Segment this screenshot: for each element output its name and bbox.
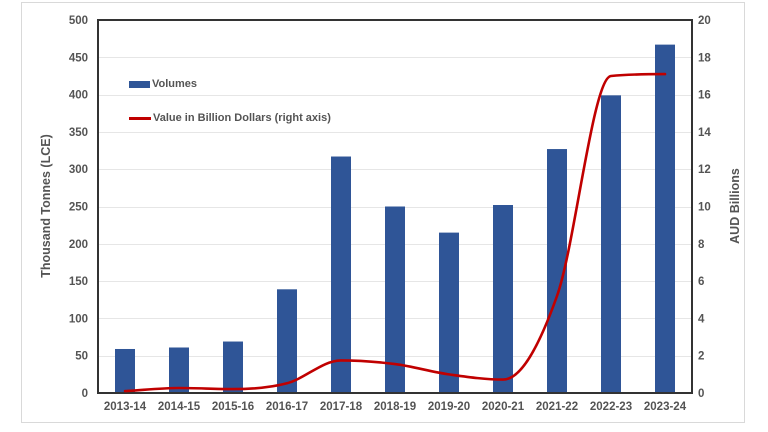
left-axis-tick-label: 400: [69, 90, 88, 102]
x-axis-category-label: 2023-24: [644, 401, 687, 413]
legend-label-value: Value in Billion Dollars (right axis): [153, 112, 331, 124]
plot-svg: 0 50 100 150 200 250 300 350 400 450 500 0 2 4 6 8 10 12 1…: [69, 15, 712, 413]
left-axis-tick-label: 0: [82, 388, 88, 400]
legend-item-value: Value in Billion Dollars (right axis): [129, 111, 331, 125]
x-axis-category-label: 2022-23: [590, 401, 632, 413]
x-axis-category-label: 2014-15: [158, 401, 201, 413]
right-axis-tick-label: 0: [698, 388, 704, 400]
chart-figure: 0 50 100 150 200 250 300 350 400 450 500 0 2 4 6 8 10 12 1…: [21, 2, 745, 423]
bar-2013-14: [115, 348, 135, 393]
right-axis-tick-label: 14: [698, 127, 711, 139]
right-axis-tick-label: 4: [698, 313, 705, 325]
value-line: [123, 72, 667, 393]
left-axis-tick-label: 500: [69, 15, 88, 27]
right-axis-title: AUD Billions: [728, 168, 742, 244]
legend-item-volumes: Volumes: [129, 77, 331, 91]
bar-2017-18: [331, 156, 351, 393]
left-axis-title: Thousand Tonnes (LCE): [39, 134, 53, 278]
right-axis-tick-label: 8: [698, 239, 705, 251]
bar-2022-23: [601, 95, 621, 393]
left-axis-tick-label: 200: [69, 239, 88, 251]
x-axis-category-label: 2016-17: [266, 401, 308, 413]
left-axis-tick-label: 50: [75, 351, 88, 363]
left-axis-tick-label: 150: [69, 276, 88, 288]
x-axis-category-label: 2018-19: [374, 401, 416, 413]
bar-2016-17: [277, 289, 297, 393]
legend: Volumes Value in Billion Dollars (right …: [129, 77, 331, 145]
left-axis-tick-label: 450: [69, 52, 88, 64]
left-axis-tick-label: 350: [69, 127, 88, 139]
bar-2015-16: [223, 341, 243, 393]
left-axis-tick-label: 100: [69, 313, 88, 325]
bar-2023-24: [655, 44, 675, 393]
x-axis-category-label: 2019-20: [428, 401, 470, 413]
left-axis-tick-label: 250: [69, 202, 88, 214]
x-axis-category-label: 2020-21: [482, 401, 525, 413]
right-axis-tick-label: 20: [698, 15, 711, 27]
left-axis-tick-label: 300: [69, 164, 88, 176]
right-axis-tick-label: 6: [698, 276, 704, 288]
plot-border: [97, 19, 693, 394]
x-axis-category-label: 2015-16: [212, 401, 254, 413]
right-axis-tick-label: 12: [698, 164, 711, 176]
bar-2021-22: [547, 149, 567, 393]
bar-2020-21: [493, 205, 513, 393]
line-swatch-icon: [129, 116, 151, 120]
right-axis-tick-label: 16: [698, 90, 711, 102]
legend-label-volumes: Volumes: [152, 78, 198, 90]
bar-swatch-icon: [129, 80, 150, 88]
x-axis-category-label: 2021-22: [536, 401, 578, 413]
x-axis-category-label: 2017-18: [320, 401, 363, 413]
bar-2019-20: [439, 232, 459, 393]
x-axis-category-label: 2013-14: [104, 401, 147, 413]
right-axis-tick-label: 18: [698, 52, 711, 64]
right-axis-tick-label: 2: [698, 351, 704, 363]
bar-2018-19: [385, 206, 405, 393]
bar-2014-15: [169, 347, 189, 393]
right-axis-tick-label: 10: [698, 202, 711, 214]
